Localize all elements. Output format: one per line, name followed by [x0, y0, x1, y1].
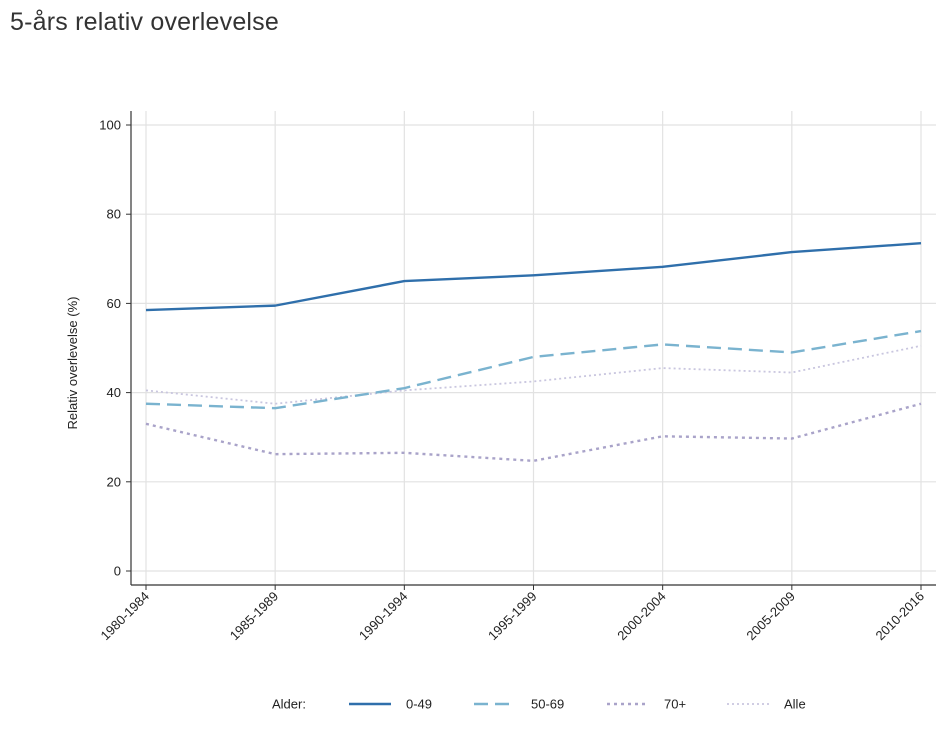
x-tick-label: 1990-1994: [356, 589, 411, 644]
legend-label: 50-69: [531, 697, 564, 712]
y-tick-label: 0: [114, 564, 121, 579]
y-tick-label: 20: [107, 474, 121, 489]
y-tick-label: 100: [99, 118, 121, 133]
series-line-50-69: [145, 329, 922, 410]
page-title: 5-års relativ overlevelse: [10, 8, 279, 36]
series-line-0-49: [145, 241, 922, 312]
legend-label: 70+: [664, 697, 686, 712]
x-tick-label: 1980-1984: [98, 589, 153, 644]
legend-title: Alder:: [272, 697, 306, 712]
y-tick-label: 80: [107, 207, 121, 222]
legend-label: 0-49: [406, 697, 432, 712]
gridlines: [131, 111, 936, 585]
series-lines: [145, 241, 922, 463]
x-tick-label: 1985-1989: [227, 589, 282, 644]
x-tick-label: 2010-2016: [873, 589, 928, 644]
x-tick-label: 2000-2004: [614, 589, 669, 644]
x-tick-label: 2005-2009: [743, 589, 798, 644]
y-tick-label: 60: [107, 296, 121, 311]
y-axis-ticks: 0 20 40 60 80 100: [99, 118, 131, 579]
series-line-70-: [145, 402, 922, 463]
legend: Alder: 0-49 50-69 70+ Alle: [272, 697, 806, 712]
y-axis-title: Relativ overlevelse (%): [65, 297, 80, 430]
x-axis-ticks: 1980-1984 1985-1989 1990-1994 1995-1999 2000…: [98, 585, 928, 644]
x-tick-label: 1995-1999: [485, 589, 540, 644]
legend-label: Alle: [784, 697, 806, 712]
y-tick-label: 40: [107, 385, 121, 400]
